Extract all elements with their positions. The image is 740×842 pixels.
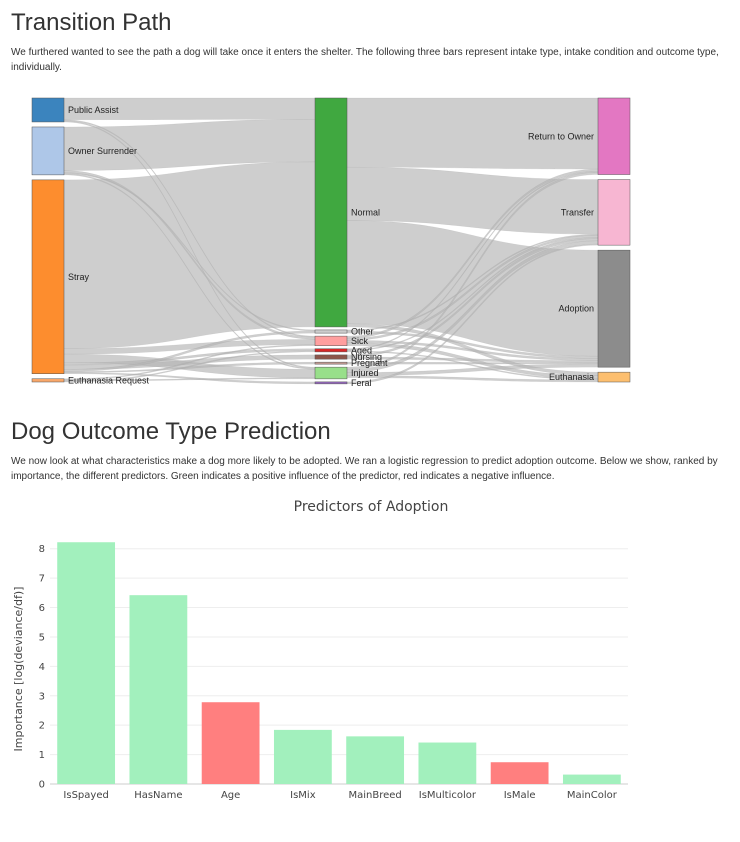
sankey-node-euthanasia-request[interactable]: [31, 378, 65, 383]
sankey-node-nursing[interactable]: [314, 354, 348, 360]
sankey-node-euthanasia[interactable]: [597, 371, 631, 383]
x-tick-label-ismulticolor: IsMulticolor: [419, 790, 477, 801]
y-tick-label: 3: [39, 691, 45, 702]
sankey-node-stray[interactable]: [31, 179, 65, 374]
sankey-label-other: Other: [351, 327, 374, 337]
sankey-label-feral: Feral: [351, 378, 372, 388]
y-axis-label: Importance [log(deviance/df)]: [12, 587, 25, 752]
sankey-node-transfer[interactable]: [597, 179, 631, 246]
predictors-bar-chart[interactable]: Predictors of Adoption 0 1 2 3 4 5 6 7 8 Importanc…: [0, 492, 740, 822]
y-tick-label: 6: [39, 603, 45, 614]
sankey-nodes: Public Assist Owner Surrender Stray Euthana…: [31, 97, 631, 388]
x-tick-label-ismale: IsMale: [504, 790, 536, 801]
section-description-outcome-prediction: We now look at what characteristics make…: [11, 456, 718, 482]
bar-hasname[interactable]: [129, 595, 188, 784]
chart-title: Predictors of Adoption: [294, 499, 449, 515]
sankey-link-stray-to-normal[interactable]: [63, 161, 316, 349]
bar-maincolor[interactable]: [562, 774, 621, 784]
bar-ismix[interactable]: [273, 729, 332, 784]
x-tick-label-hasname: HasName: [134, 790, 182, 801]
sankey-label-euthanasia-request: Euthanasia Request: [68, 375, 150, 385]
x-tick-label-mainbreed: MainBreed: [348, 790, 401, 801]
y-tick-label: 0: [39, 780, 45, 791]
y-tick-label: 2: [39, 721, 45, 732]
section-title-transition-path: Transition Path: [11, 9, 172, 36]
y-tick-label: 5: [39, 632, 45, 643]
sankey-label-stray: Stray: [68, 272, 90, 282]
sankey-diagram[interactable]: Public Assist Owner Surrender Stray Euthana…: [0, 90, 740, 400]
sankey-label-nursing: Nursing: [351, 352, 382, 362]
sankey-label-injured: Injured: [351, 368, 379, 378]
sankey-node-return-to-owner[interactable]: [597, 97, 631, 175]
sankey-node-injured[interactable]: [314, 366, 348, 380]
bar-age[interactable]: [201, 702, 260, 784]
sankey-links: [63, 97, 599, 385]
sankey-node-pregnant[interactable]: [314, 361, 348, 365]
x-tick-label-isspayed: IsSpayed: [63, 790, 108, 801]
bar-mainbreed[interactable]: [346, 736, 405, 784]
sankey-label-return-to-owner: Return to Owner: [528, 131, 594, 141]
y-tick-label: 1: [39, 750, 45, 761]
sankey-label-normal: Normal: [351, 207, 380, 217]
sankey-label-aged: Aged: [351, 345, 372, 355]
sankey-label-euthanasia: Euthanasia: [549, 372, 594, 382]
y-tick-label: 8: [39, 544, 45, 555]
sankey-label-adoption: Adoption: [558, 304, 594, 314]
sankey-node-aged[interactable]: [314, 348, 348, 353]
bar-ismale[interactable]: [490, 762, 549, 784]
sankey-label-transfer: Transfer: [561, 207, 594, 217]
sankey-node-feral[interactable]: [314, 381, 348, 385]
bar-ismulticolor[interactable]: [418, 742, 477, 784]
y-tick-label: 7: [39, 574, 45, 585]
y-tick-label: 4: [39, 662, 45, 673]
section-description-transition-path: We furthered wanted to see the path a do…: [11, 47, 719, 73]
sankey-label-pregnant: Pregnant: [351, 358, 388, 368]
sankey-node-normal[interactable]: [314, 97, 348, 328]
sankey-label-owner-surrender: Owner Surrender: [68, 146, 137, 156]
x-tick-label-maincolor: MainColor: [567, 790, 618, 801]
sankey-node-owner-surrender[interactable]: [31, 126, 65, 176]
x-tick-label-ismix: IsMix: [290, 790, 316, 801]
sankey-node-public-assist[interactable]: [31, 97, 65, 123]
x-tick-label-age: Age: [221, 790, 240, 801]
sankey-node-adoption[interactable]: [597, 249, 631, 368]
sankey-label-sick: Sick: [351, 336, 369, 346]
sankey-label-public-assist: Public Assist: [68, 105, 119, 115]
sankey-node-sick[interactable]: [314, 335, 348, 346]
sankey-node-other[interactable]: [314, 329, 348, 334]
section-title-outcome-prediction: Dog Outcome Type Prediction: [11, 418, 331, 445]
bar-isspayed[interactable]: [57, 542, 116, 784]
